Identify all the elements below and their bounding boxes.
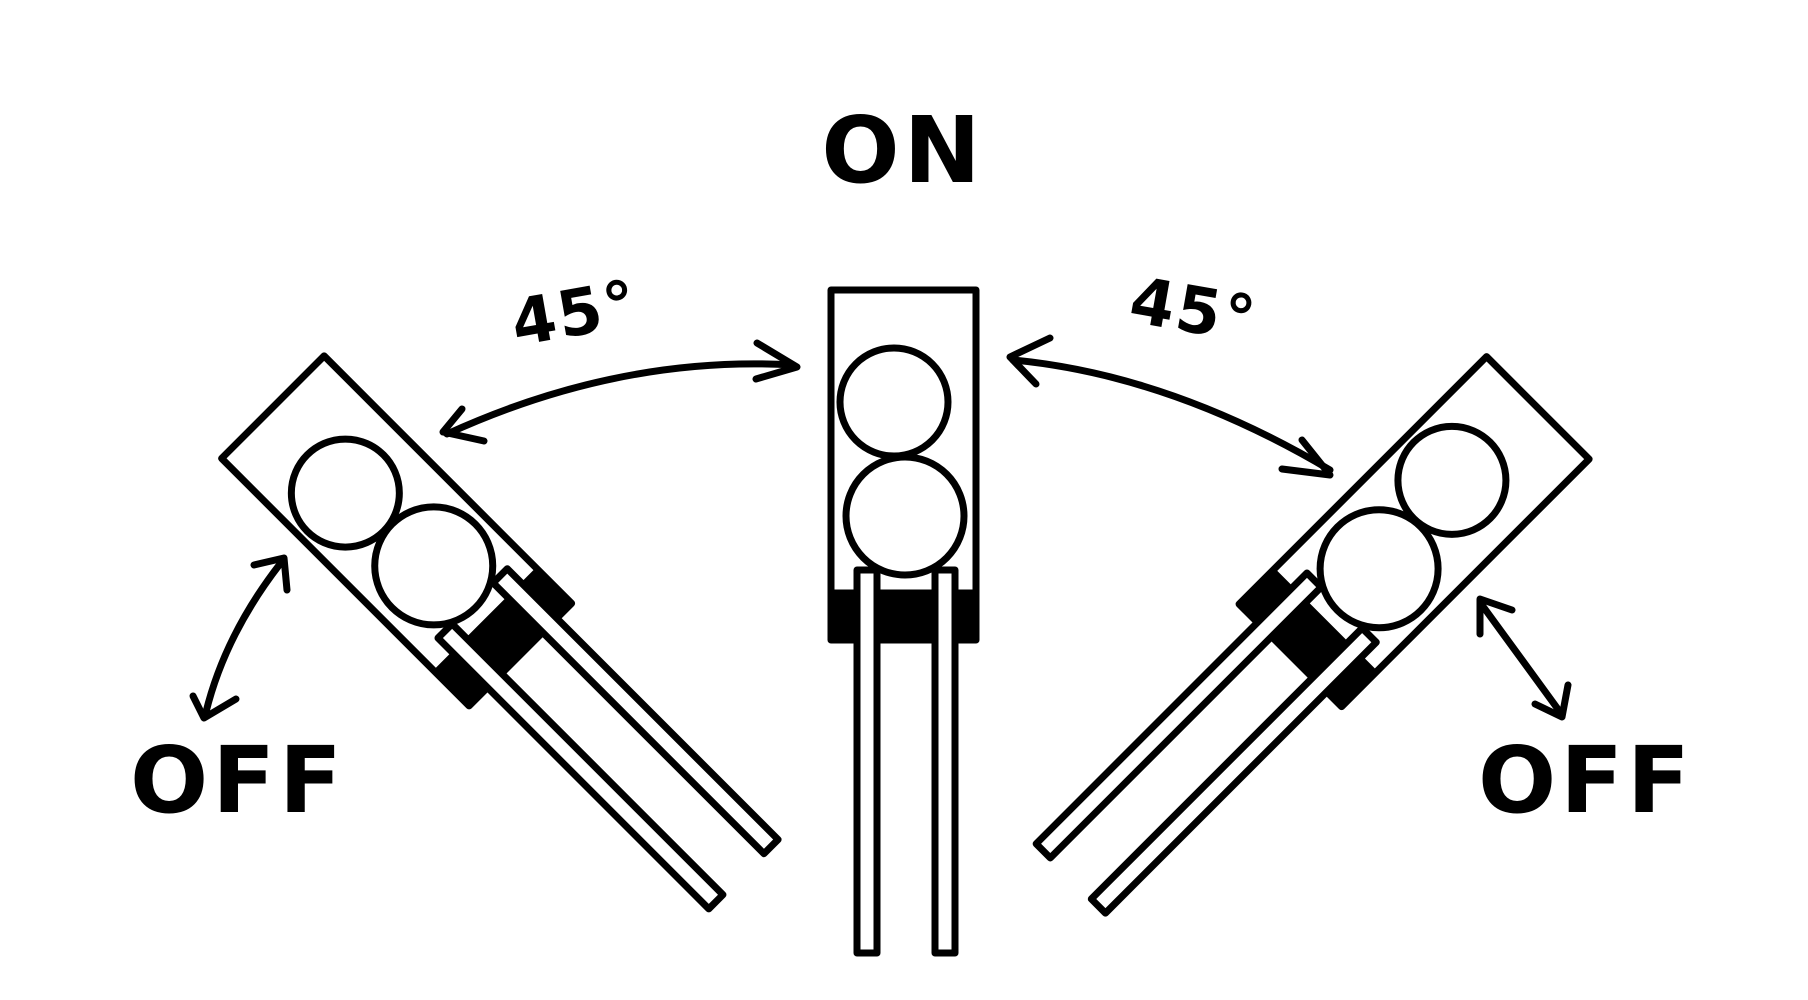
off-arrow-right [1476, 595, 1572, 721]
on-label: ON [821, 97, 984, 204]
switch-off-left-position [222, 356, 793, 927]
off-label-right: OFF [1478, 727, 1694, 834]
switch-on-position [831, 290, 976, 953]
off-label-left: OFF [130, 727, 346, 834]
angle-label-left: 45° [506, 267, 644, 362]
angle-arrow-right [1006, 334, 1334, 479]
off-arrow-left [189, 554, 291, 722]
angle-arrow-left [439, 339, 801, 445]
angle-label-right: 45° [1124, 264, 1262, 359]
